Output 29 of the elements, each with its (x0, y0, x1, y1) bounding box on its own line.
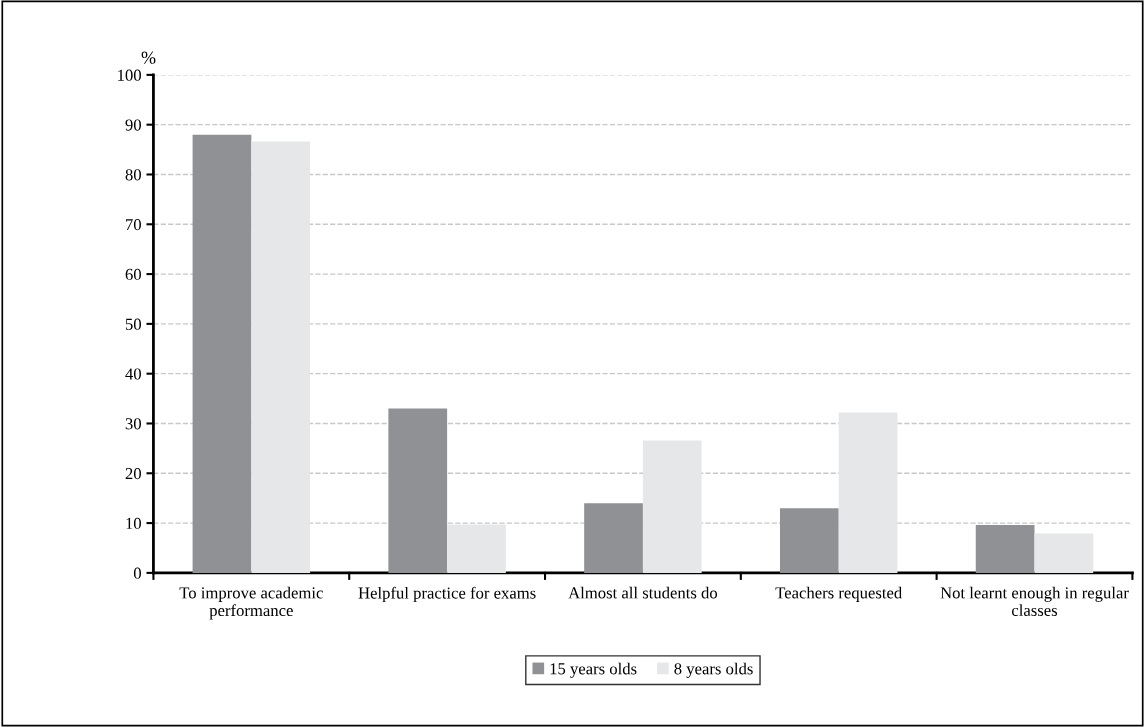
x-tick-label: Helpful practice for exams (358, 586, 536, 603)
y-tick-label: 40 (125, 368, 141, 380)
bar (192, 134, 252, 573)
bar (447, 524, 506, 573)
y-tick-label: 70 (126, 218, 141, 231)
y-tick-label: 30 (125, 418, 141, 430)
y-tick-label: 10 (126, 517, 141, 530)
x-tick-label: Teachers requested (775, 586, 903, 602)
legend-label: 15 years olds (550, 662, 637, 678)
bar (642, 440, 702, 573)
x-tick-label: To improve academic performance (179, 586, 323, 620)
bar (251, 141, 311, 573)
bar (388, 408, 448, 573)
x-tick-label: Not learnt enough in regular classes (940, 586, 1129, 616)
y-tick-label: 100 (118, 69, 141, 81)
bar (584, 503, 643, 573)
x-tick-label: Almost all students do (568, 586, 718, 599)
y-tick-label: 60 (125, 268, 141, 281)
y-axis-title: % (141, 51, 156, 64)
y-tick-label: 50 (125, 318, 141, 330)
bar (838, 412, 898, 573)
bar (1034, 533, 1094, 573)
legend-label: 8 years olds (674, 662, 753, 678)
bar (975, 525, 1035, 573)
y-tick-label: 80 (125, 169, 141, 181)
y-tick-label: 0 (133, 567, 141, 579)
bar (779, 508, 839, 573)
y-tick-label: 90 (125, 119, 141, 131)
y-tick-label: 20 (125, 467, 141, 480)
